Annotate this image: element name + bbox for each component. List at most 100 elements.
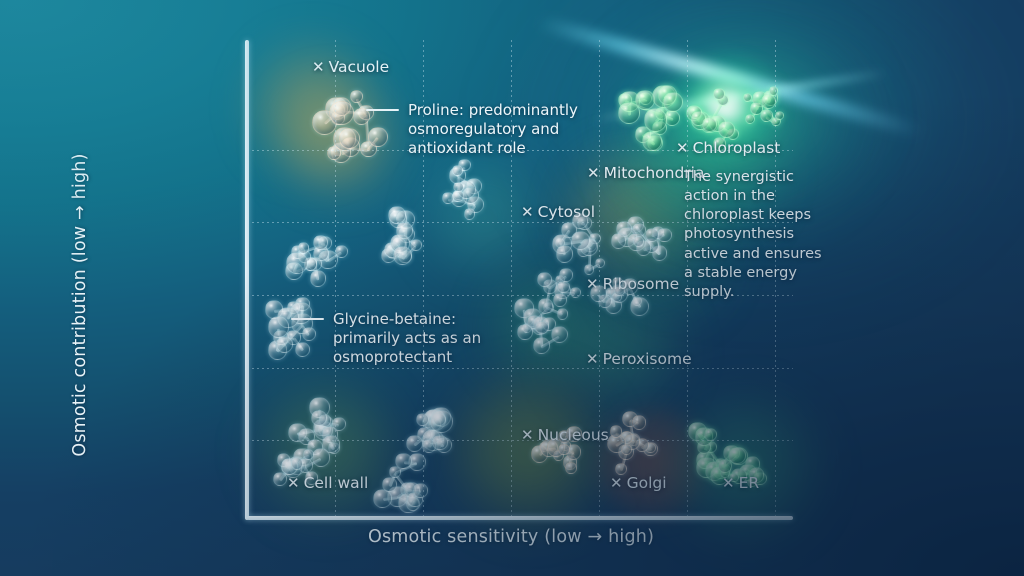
molecule-atom bbox=[284, 261, 304, 281]
molecule-bond bbox=[610, 295, 616, 308]
molecule-atom bbox=[695, 427, 714, 446]
molecule-bond bbox=[320, 254, 330, 263]
molecule-bond bbox=[310, 263, 315, 268]
molecule-bond bbox=[724, 455, 739, 469]
molecule-atom bbox=[530, 445, 549, 463]
molecule-bond bbox=[648, 449, 653, 451]
molecule-bond bbox=[390, 250, 395, 255]
molecule-atom bbox=[425, 429, 441, 445]
marker-label: Golgi bbox=[626, 474, 667, 492]
molecule-atom bbox=[317, 422, 332, 437]
molecule-bond bbox=[632, 439, 652, 452]
molecule-atom bbox=[635, 438, 650, 453]
molecule-atom bbox=[313, 421, 333, 441]
molecule-bond bbox=[619, 453, 628, 471]
molecule-atom bbox=[597, 293, 613, 309]
molecule-atom bbox=[442, 192, 454, 205]
molecule-atom bbox=[302, 448, 315, 461]
marker-ribosome[interactable]: ✕ Ribosome bbox=[586, 275, 679, 293]
molecule-bond bbox=[623, 224, 637, 232]
annotation-text: Glycine-betaine: primarily acts as an os… bbox=[333, 310, 482, 367]
molecule-bond bbox=[703, 461, 708, 470]
molecule-bond bbox=[558, 230, 571, 246]
molecule-bond bbox=[703, 447, 713, 463]
cross-icon: ✕ bbox=[676, 138, 689, 157]
molecule-atom bbox=[652, 85, 676, 109]
molecule-atom bbox=[275, 336, 294, 354]
molecule-bond bbox=[748, 99, 762, 122]
molecule-atom bbox=[317, 235, 333, 250]
molecule-atom bbox=[385, 244, 401, 260]
molecule-bond bbox=[297, 465, 306, 469]
molecule-bond bbox=[730, 453, 740, 459]
molecule-bond bbox=[559, 238, 596, 247]
molecule-atom bbox=[626, 432, 641, 447]
halo-cellwall bbox=[256, 382, 400, 520]
molecule-bond bbox=[657, 232, 666, 238]
molecule-bond bbox=[456, 188, 461, 197]
marker-cellwall[interactable]: ✕ Cell wall bbox=[287, 474, 368, 492]
molecule-atom bbox=[297, 242, 310, 254]
molecule-atom bbox=[430, 407, 451, 428]
molecule-atom bbox=[350, 90, 363, 104]
molecule-atom bbox=[388, 206, 407, 225]
marker-golgi[interactable]: ✕ Golgi bbox=[610, 474, 667, 492]
molecule-bond bbox=[326, 422, 339, 428]
molecule-atom bbox=[325, 96, 349, 120]
molecule-atom bbox=[280, 457, 298, 475]
annotation-glycine-betaine: Glycine-betaine: primarily acts as an os… bbox=[291, 310, 518, 368]
marker-cytosol[interactable]: ✕ Cytosol bbox=[521, 203, 595, 221]
molecule-bond bbox=[560, 288, 565, 293]
cross-icon: ✕ bbox=[312, 57, 325, 76]
molecule-atom bbox=[616, 220, 633, 237]
molecule-bond bbox=[304, 457, 322, 469]
molecule-bond bbox=[330, 444, 336, 451]
molecule-atom bbox=[533, 337, 550, 355]
molecule-bond bbox=[579, 221, 586, 226]
molecule-bond bbox=[295, 464, 299, 468]
molecule-bond bbox=[707, 124, 711, 127]
cross-icon: ✕ bbox=[287, 473, 300, 492]
molecule-atom bbox=[280, 458, 298, 475]
molecule-atom bbox=[392, 245, 412, 266]
molecule-atom bbox=[634, 89, 656, 111]
cross-icon: ✕ bbox=[521, 202, 534, 221]
molecule-bond bbox=[431, 438, 435, 442]
molecule-bond bbox=[568, 452, 576, 465]
marker-er[interactable]: ✕ ER bbox=[722, 474, 759, 492]
molecule-atom bbox=[458, 159, 471, 172]
molecule-bond bbox=[403, 231, 408, 237]
marker-vacuole[interactable]: ✕ Vacuole bbox=[312, 58, 389, 76]
molecule-atom bbox=[273, 329, 289, 346]
molecule-atom bbox=[700, 114, 719, 133]
molecule-atom bbox=[287, 456, 307, 476]
molecule-bond bbox=[403, 220, 408, 259]
molecule-atom bbox=[609, 425, 623, 438]
molecule-bond bbox=[336, 111, 340, 120]
molecule-bond bbox=[408, 489, 413, 493]
molecule-bond bbox=[456, 165, 466, 178]
molecule-atom bbox=[400, 481, 417, 498]
molecule-bond bbox=[276, 328, 283, 340]
molecule-atom bbox=[635, 240, 651, 256]
marker-peroxisome[interactable]: ✕ Peroxisome bbox=[586, 350, 692, 368]
molecule-atom bbox=[631, 296, 642, 307]
molecule-bond bbox=[421, 419, 429, 426]
marker-nucleous[interactable]: ✕ Nucleous bbox=[521, 426, 609, 444]
halo-nucleous bbox=[450, 376, 610, 526]
molecule-atom bbox=[312, 110, 338, 135]
molecule-atom bbox=[298, 427, 315, 445]
molecule-bond bbox=[398, 243, 401, 247]
molecule-bond bbox=[650, 245, 661, 256]
molecule-atom bbox=[522, 307, 543, 328]
marker-chloroplast[interactable]: ✕ Chloroplast bbox=[676, 139, 780, 157]
molecule-bond bbox=[564, 445, 575, 455]
molecule-atom bbox=[630, 296, 650, 316]
molecule-atom bbox=[582, 238, 597, 253]
molecule-bond bbox=[276, 324, 304, 353]
molecule-atom bbox=[605, 297, 623, 315]
molecule-atom bbox=[632, 235, 645, 247]
molecule-bond bbox=[643, 99, 648, 102]
molecule-atom bbox=[631, 222, 646, 237]
